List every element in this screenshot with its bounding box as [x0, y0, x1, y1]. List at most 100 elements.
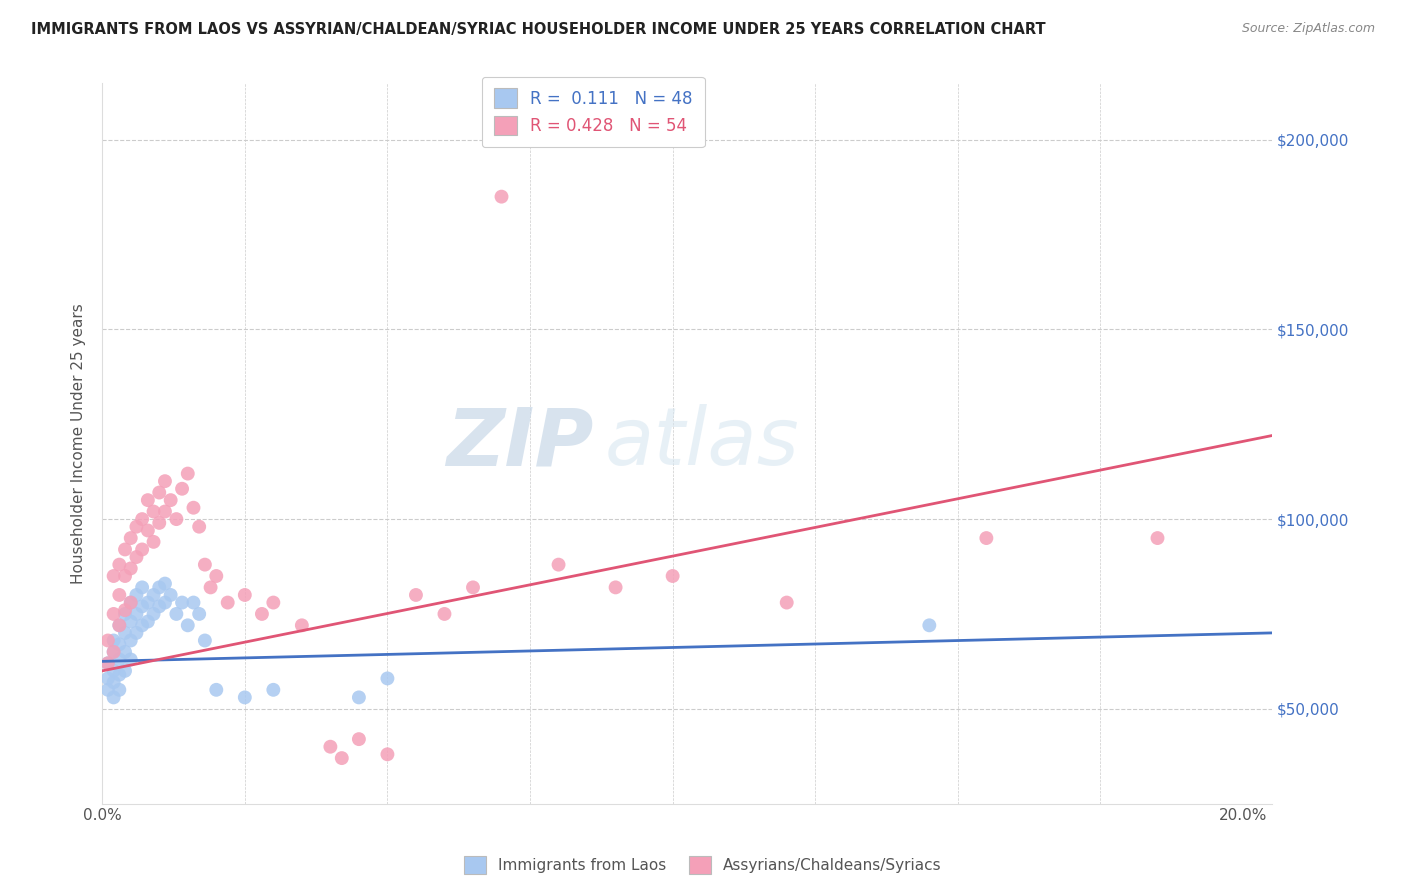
Point: [108, 618, 131, 632]
Point: [153, 504, 176, 518]
Point: [103, 633, 125, 648]
Point: [170, 596, 193, 610]
Point: [547, 558, 569, 572]
Point: [120, 596, 142, 610]
Point: [108, 652, 131, 666]
Point: [183, 500, 205, 515]
Point: [114, 664, 136, 678]
Point: [142, 534, 165, 549]
Point: [131, 542, 153, 557]
Point: [114, 626, 136, 640]
Point: [177, 618, 200, 632]
Point: [103, 645, 125, 659]
Point: [142, 504, 165, 518]
Point: [170, 482, 193, 496]
Point: [177, 467, 200, 481]
Point: [136, 615, 159, 629]
Point: [125, 588, 148, 602]
Point: [120, 596, 142, 610]
Point: [200, 581, 222, 595]
Point: [153, 596, 176, 610]
Point: [217, 596, 239, 610]
Point: [125, 519, 148, 533]
Point: [976, 531, 998, 545]
Point: [319, 739, 342, 754]
Point: [188, 607, 211, 621]
Point: [918, 618, 941, 632]
Point: [114, 569, 136, 583]
Point: [103, 675, 125, 690]
Point: [114, 603, 136, 617]
Point: [125, 607, 148, 621]
Text: IMMIGRANTS FROM LAOS VS ASSYRIAN/CHALDEAN/SYRIAC HOUSEHOLDER INCOME UNDER 25 YEA: IMMIGRANTS FROM LAOS VS ASSYRIAN/CHALDEA…: [31, 22, 1046, 37]
Point: [205, 569, 228, 583]
Point: [605, 581, 627, 595]
Point: [776, 596, 799, 610]
Point: [347, 732, 370, 747]
Text: atlas: atlas: [605, 404, 800, 483]
Point: [142, 588, 165, 602]
Point: [103, 569, 125, 583]
Point: [250, 607, 273, 621]
Point: [661, 569, 683, 583]
Point: [103, 664, 125, 678]
Point: [97, 657, 120, 671]
Point: [205, 682, 228, 697]
Point: [142, 607, 165, 621]
Point: [165, 512, 187, 526]
Point: [148, 581, 170, 595]
Point: [136, 524, 159, 538]
Point: [103, 645, 125, 659]
Point: [377, 747, 399, 762]
Point: [148, 599, 170, 614]
Point: [183, 596, 205, 610]
Point: [97, 633, 120, 648]
Point: [108, 618, 131, 632]
Point: [108, 588, 131, 602]
Point: [120, 652, 142, 666]
Point: [291, 618, 314, 632]
Point: [114, 607, 136, 621]
Point: [153, 576, 176, 591]
Point: [97, 682, 120, 697]
Point: [491, 189, 513, 203]
Point: [330, 751, 353, 765]
Point: [120, 531, 142, 545]
Legend: Immigrants from Laos, Assyrians/Chaldeans/Syriacs: Immigrants from Laos, Assyrians/Chaldean…: [458, 850, 948, 880]
Point: [103, 690, 125, 705]
Point: [194, 558, 217, 572]
Point: [114, 645, 136, 659]
Point: [108, 558, 131, 572]
Point: [194, 633, 217, 648]
Point: [114, 542, 136, 557]
Point: [125, 626, 148, 640]
Point: [233, 588, 256, 602]
Text: ZIP: ZIP: [446, 404, 593, 483]
Legend: R =  0.111   N = 48, R = 0.428   N = 54: R = 0.111 N = 48, R = 0.428 N = 54: [482, 77, 704, 147]
Point: [120, 561, 142, 575]
Point: [433, 607, 456, 621]
Point: [159, 588, 181, 602]
Point: [108, 637, 131, 651]
Point: [131, 618, 153, 632]
Point: [108, 667, 131, 681]
Y-axis label: Householder Income Under 25 years: Householder Income Under 25 years: [72, 303, 86, 583]
Point: [262, 682, 284, 697]
Point: [131, 512, 153, 526]
Point: [377, 672, 399, 686]
Text: Source: ZipAtlas.com: Source: ZipAtlas.com: [1241, 22, 1375, 36]
Point: [148, 516, 170, 530]
Point: [120, 633, 142, 648]
Point: [153, 474, 176, 488]
Point: [125, 549, 148, 564]
Point: [405, 588, 427, 602]
Point: [131, 581, 153, 595]
Point: [159, 493, 181, 508]
Point: [136, 493, 159, 508]
Point: [97, 672, 120, 686]
Point: [461, 581, 484, 595]
Point: [165, 607, 187, 621]
Point: [233, 690, 256, 705]
Point: [1146, 531, 1168, 545]
Point: [103, 607, 125, 621]
